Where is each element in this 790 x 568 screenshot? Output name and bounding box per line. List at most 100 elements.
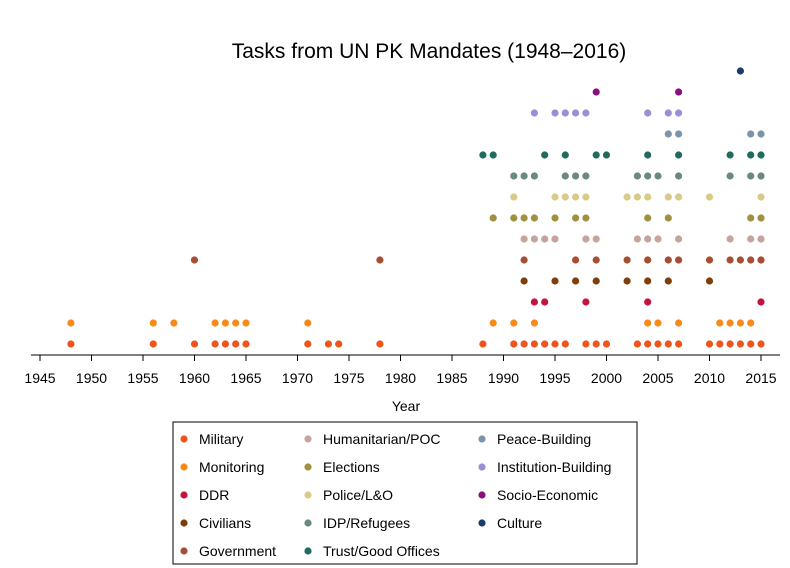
data-point xyxy=(551,214,559,222)
data-point xyxy=(675,235,683,243)
data-point xyxy=(623,193,631,201)
data-point xyxy=(335,340,343,348)
data-point xyxy=(757,298,765,306)
legend-label: Trust/Good Offices xyxy=(323,543,440,559)
legend-label: Police/L&O xyxy=(323,487,393,503)
data-point xyxy=(541,151,549,159)
legend: Military Monitoring DDR Civilians Government… xyxy=(180,431,611,559)
legend-label: Civilians xyxy=(199,515,251,531)
data-point xyxy=(561,151,569,159)
data-point xyxy=(664,340,672,348)
data-point xyxy=(747,256,755,264)
data-point xyxy=(675,88,683,96)
legend-label: Humanitarian/POC xyxy=(323,431,441,447)
data-point xyxy=(561,172,569,180)
data-point xyxy=(520,256,528,264)
data-point xyxy=(644,256,652,264)
data-point xyxy=(324,340,332,348)
legend-marker xyxy=(180,519,188,527)
data-point xyxy=(654,172,662,180)
data-point xyxy=(232,319,240,327)
data-point xyxy=(489,214,497,222)
data-point xyxy=(736,319,745,327)
data-point xyxy=(664,277,672,285)
data-point xyxy=(644,340,652,348)
x-tick-label: 1945 xyxy=(24,370,55,386)
data-point xyxy=(242,340,250,348)
data-point xyxy=(510,319,518,327)
data-point xyxy=(520,277,528,285)
data-point xyxy=(551,109,559,117)
data-point xyxy=(67,340,75,348)
data-point xyxy=(644,277,652,285)
x-tick-label: 1975 xyxy=(333,370,364,386)
legend-marker xyxy=(180,491,188,499)
data-point xyxy=(149,340,157,348)
x-tick-label: 1950 xyxy=(76,370,107,386)
data-point xyxy=(510,214,518,222)
data-point xyxy=(582,298,590,306)
data-point xyxy=(726,256,734,264)
data-point xyxy=(376,340,384,348)
legend-marker xyxy=(478,435,486,443)
data-point xyxy=(633,193,642,201)
data-point xyxy=(221,340,229,348)
x-tick-label: 1990 xyxy=(488,370,519,386)
data-point xyxy=(592,88,600,96)
legend-label: Socio-Economic xyxy=(497,487,598,503)
data-point xyxy=(582,172,590,180)
legend-marker xyxy=(304,547,312,555)
data-point xyxy=(705,193,714,201)
data-point xyxy=(675,151,683,159)
data-point xyxy=(551,193,559,201)
data-point xyxy=(211,340,219,348)
data-point xyxy=(747,130,755,138)
data-point xyxy=(530,319,539,327)
legend-label: Military xyxy=(199,431,243,447)
legend-label: Government xyxy=(199,543,276,559)
data-point xyxy=(716,340,724,348)
data-point xyxy=(572,193,580,201)
data-point xyxy=(541,298,549,306)
data-point xyxy=(736,256,745,264)
data-point xyxy=(190,340,199,348)
x-axis-ticks: 1945 1950 1955 1960 1965 1970 1975 1980 1985 1990… xyxy=(24,355,777,386)
legend-marker xyxy=(478,491,486,499)
data-points xyxy=(67,67,765,348)
data-point xyxy=(654,340,662,348)
data-point xyxy=(747,319,755,327)
legend-marker xyxy=(304,519,312,527)
data-point xyxy=(582,340,590,348)
data-point xyxy=(664,109,672,117)
data-point xyxy=(654,235,662,243)
data-point xyxy=(592,235,600,243)
data-point xyxy=(572,109,580,117)
data-point xyxy=(757,340,765,348)
data-point xyxy=(705,256,714,264)
data-point xyxy=(726,319,734,327)
x-tick-label: 1955 xyxy=(127,370,158,386)
data-point xyxy=(170,319,178,327)
data-point xyxy=(757,256,765,264)
data-point xyxy=(644,235,652,243)
data-point xyxy=(541,235,549,243)
data-point xyxy=(675,319,683,327)
data-point xyxy=(675,340,683,348)
data-point xyxy=(561,109,569,117)
legend-label: IDP/Refugees xyxy=(323,515,410,531)
x-tick-label: 2015 xyxy=(745,370,776,386)
legend-marker xyxy=(180,435,188,443)
data-point xyxy=(602,151,611,159)
legend-marker xyxy=(304,463,312,471)
data-point xyxy=(675,130,683,138)
data-point xyxy=(561,193,569,201)
data-point xyxy=(747,235,755,243)
data-point xyxy=(757,130,765,138)
data-point xyxy=(726,172,734,180)
data-point xyxy=(736,67,745,75)
x-tick-label: 1985 xyxy=(436,370,467,386)
legend-marker xyxy=(180,463,188,471)
data-point xyxy=(757,151,765,159)
data-point xyxy=(633,340,642,348)
